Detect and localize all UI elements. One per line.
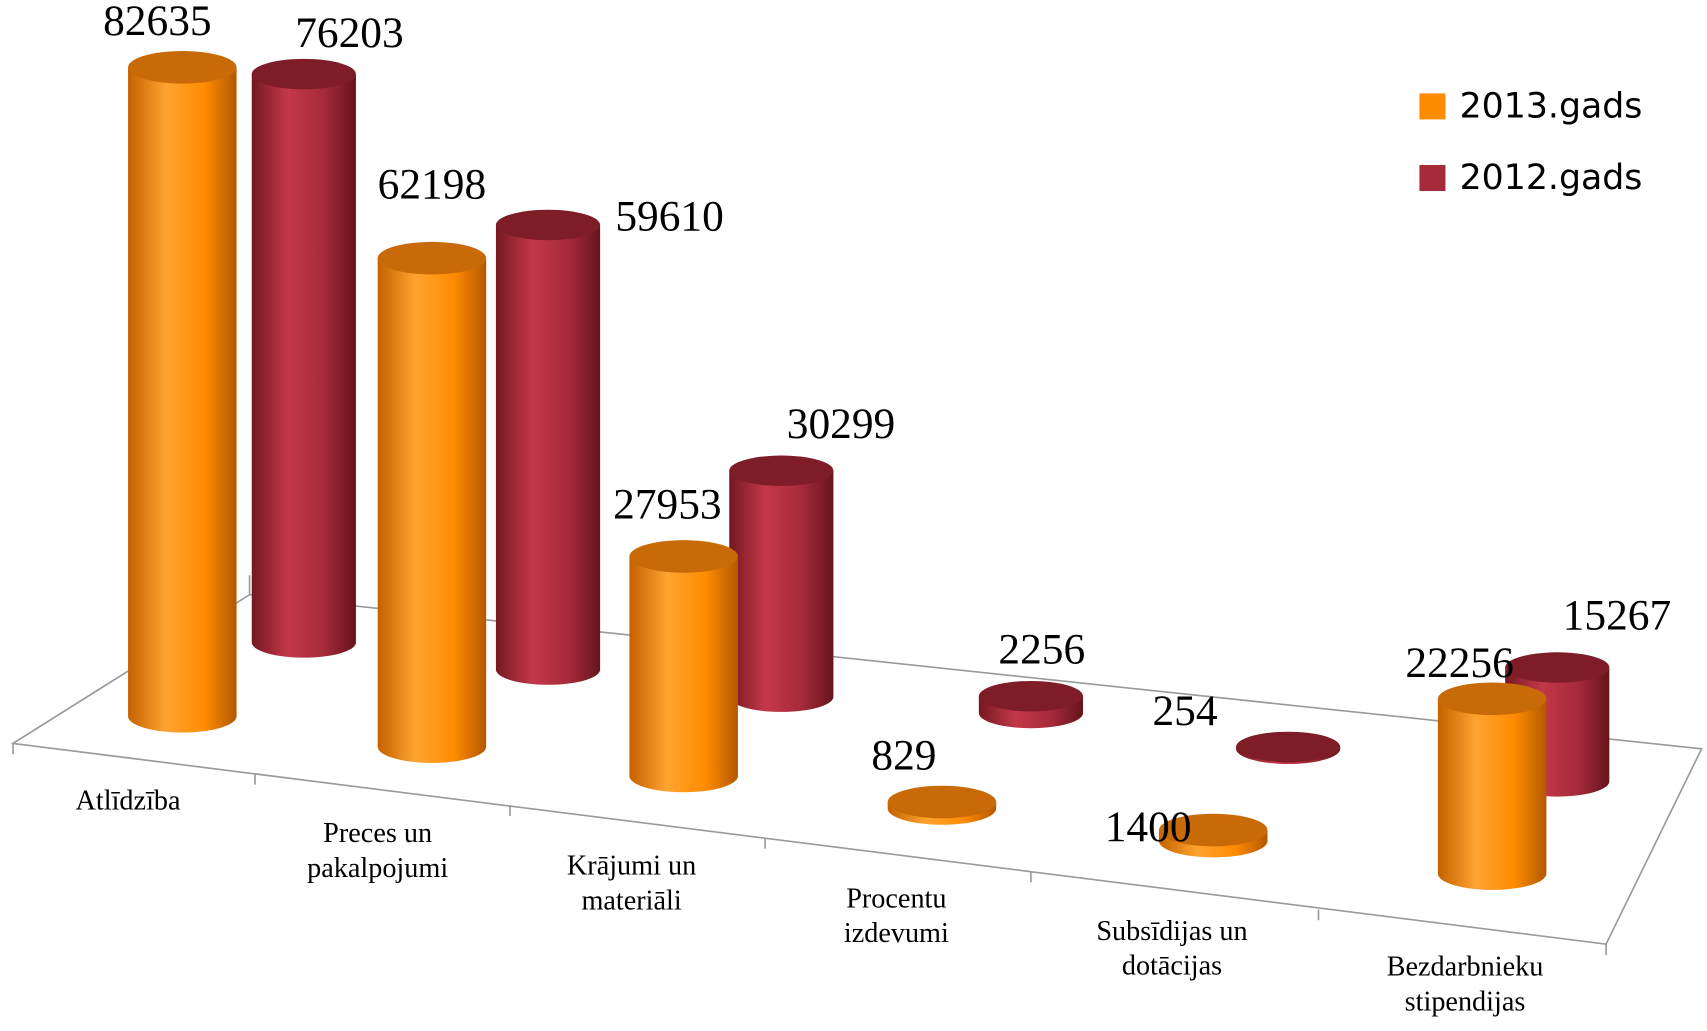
value-label: 76203 [295,9,403,57]
bar [495,224,601,685]
bar [377,258,487,763]
x-tick-label-box: Procentu izdevumi [843,882,949,949]
cylinder [887,785,997,825]
value-label: 22256 [1405,639,1513,687]
x-tick-label: Subsīdijas un dotācijas [1096,914,1248,982]
bar-top [887,785,997,819]
value-label: 59610 [615,192,723,240]
value-label: 62198 [378,161,486,209]
bar-top [729,455,834,486]
value-label: 30299 [787,400,895,448]
value-label: 15267 [1563,592,1671,640]
cylinder [1437,682,1547,890]
bar-top [128,51,237,84]
bar [1437,698,1547,890]
value-label: 2256 [998,626,1085,674]
cylinder [377,241,487,763]
cylinder [1158,813,1268,858]
legend-swatch [1419,93,1446,120]
x-tick-label: Procentu izdevumi [843,882,949,949]
value-label: 27953 [613,480,721,528]
x-tick-label: Bezdarbnieku stipendijas [1386,950,1544,1017]
bar-top [629,540,738,573]
bar [729,470,834,712]
bar-top [978,680,1084,712]
cylinder [128,51,237,733]
cylinder [495,209,601,685]
cylinder [251,58,356,658]
bar [251,74,356,658]
cylinder [978,680,1084,729]
x-tick-label-box: Krājumi un materiāli [566,849,697,916]
value-label: 1400 [1105,803,1192,851]
value-label: 82635 [103,0,211,45]
legend-label: 2012.gads [1460,158,1643,198]
legend-label: 2013.gads [1460,86,1643,126]
value-label: 829 [871,731,936,779]
cylinder [629,540,738,793]
x-tick-label-box: Preces un pakalpojumi [307,817,449,884]
bar-top [251,58,356,90]
cylinder [729,455,834,712]
x-tick-label: Preces un pakalpojumi [307,817,449,884]
bar [128,67,237,733]
bar-top [1437,682,1547,716]
x-tick-label-box: Bezdarbnieku stipendijas [1386,950,1544,1017]
x-tick-label: Atlīdzība [75,784,181,817]
x-tick-label: Krājumi un materiāli [566,849,697,916]
x-tick-label-box: Atlīdzība [75,784,181,817]
bar-top [1505,652,1610,683]
bar-top [495,209,601,241]
value-label: 254 [1152,687,1217,735]
bar [629,556,738,793]
bar-top [1158,813,1268,847]
bar-top [377,241,487,275]
legend-swatch [1419,164,1446,192]
x-tick-label-box: Subsīdijas un dotācijas [1096,914,1248,982]
bar-top [1236,731,1341,763]
cylinder [1236,731,1341,765]
